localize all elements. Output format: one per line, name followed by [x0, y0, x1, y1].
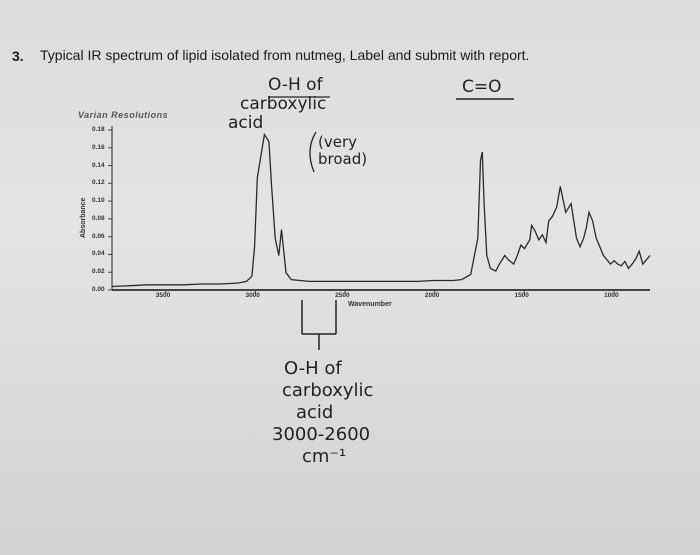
y-tick-label: 0.18	[92, 126, 105, 133]
x-tick-label: 1000	[604, 292, 619, 299]
x-tick-label: 3000	[245, 292, 260, 299]
spectrum-trace	[111, 132, 651, 288]
instrument-brand: Varian Resolutions	[78, 110, 169, 120]
oh-top-line-2: carboxylic	[240, 94, 327, 114]
oh-bottom-line-5: cm⁻¹	[302, 446, 347, 467]
oh-top-line-3: acid	[228, 113, 264, 133]
y-tick-label: 0.02	[92, 268, 105, 276]
oh-top-line-1: O-H of	[268, 75, 323, 95]
bracket-marker	[301, 300, 337, 350]
y-tick-label: 0.16	[92, 143, 105, 151]
oh-bottom-label: O-H of carboxylic acid 3000-2600 cm⁻¹	[272, 358, 373, 468]
x-axis-label: Wavenumber	[348, 301, 392, 308]
very-broad-line-2: broad)	[318, 150, 368, 168]
very-broad-label: (very broad)	[318, 134, 367, 168]
co-label: C=O	[462, 77, 502, 97]
y-tick-label: 0.04	[92, 250, 105, 258]
y-tick-label: 0.00	[92, 286, 105, 293]
y-tick-label: 0.08	[92, 214, 105, 222]
y-tick-label: 0.12	[92, 179, 105, 187]
y-tick-label: 0.10	[92, 197, 105, 205]
very-broad-line-1: (very	[318, 133, 358, 151]
oh-bottom-line-4: 3000-2600	[272, 424, 371, 445]
x-tick-label: 2500	[335, 292, 350, 299]
x-tick-label: 3500	[155, 292, 171, 299]
question-number: 3.	[12, 48, 24, 64]
y-tick-label: 0.06	[92, 232, 105, 240]
x-tick-label: 2000	[424, 292, 440, 299]
y-tick-label: 0.14	[92, 161, 105, 169]
very-broad-paren	[309, 131, 317, 173]
oh-top-label: O-H of carboxylic acid	[228, 75, 327, 133]
oh-bottom-line-3: acid	[296, 402, 334, 423]
question-text: Typical IR spectrum of lipid isolated fr…	[40, 47, 530, 63]
x-tick-label: 1500	[514, 292, 529, 299]
oh-bottom-line-1: O-H of	[284, 358, 342, 379]
oh-bottom-line-2: carboxylic	[282, 380, 374, 401]
